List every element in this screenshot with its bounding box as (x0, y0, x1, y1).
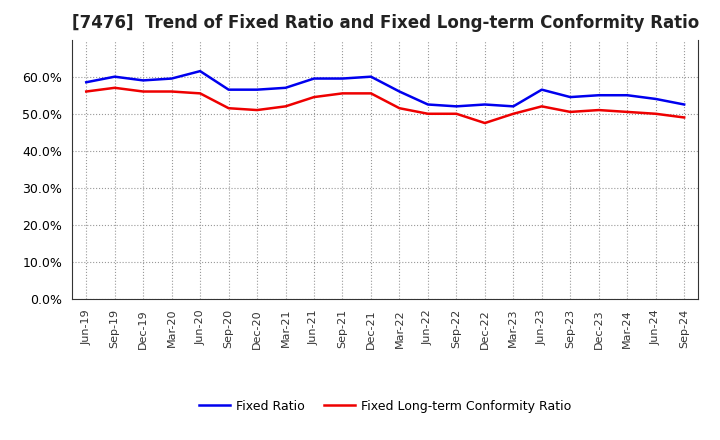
Fixed Ratio (82, 80, 91, 85)
Fixed Ratio (509, 104, 518, 109)
Fixed Long-term Conformity Ratio (395, 106, 404, 111)
Fixed Long-term Conformity Ratio (225, 106, 233, 111)
Fixed Long-term Conformity Ratio (423, 111, 432, 117)
Fixed Ratio (139, 78, 148, 83)
Fixed Long-term Conformity Ratio (110, 85, 119, 91)
Fixed Ratio (167, 76, 176, 81)
Fixed Long-term Conformity Ratio (310, 95, 318, 100)
Fixed Ratio (652, 96, 660, 102)
Fixed Long-term Conformity Ratio (480, 121, 489, 126)
Line: Fixed Ratio: Fixed Ratio (86, 71, 684, 106)
Fixed Ratio (225, 87, 233, 92)
Fixed Ratio (480, 102, 489, 107)
Fixed Ratio (395, 89, 404, 94)
Fixed Long-term Conformity Ratio (537, 104, 546, 109)
Fixed Ratio (196, 69, 204, 74)
Fixed Ratio (595, 92, 603, 98)
Fixed Long-term Conformity Ratio (338, 91, 347, 96)
Fixed Ratio (452, 104, 461, 109)
Fixed Long-term Conformity Ratio (82, 89, 91, 94)
Fixed Long-term Conformity Ratio (509, 111, 518, 117)
Fixed Ratio (680, 102, 688, 107)
Fixed Long-term Conformity Ratio (282, 104, 290, 109)
Fixed Long-term Conformity Ratio (652, 111, 660, 117)
Fixed Ratio (110, 74, 119, 79)
Fixed Long-term Conformity Ratio (566, 109, 575, 114)
Title: [7476]  Trend of Fixed Ratio and Fixed Long-term Conformity Ratio: [7476] Trend of Fixed Ratio and Fixed Lo… (71, 15, 699, 33)
Fixed Long-term Conformity Ratio (623, 109, 631, 114)
Fixed Ratio (366, 74, 375, 79)
Fixed Ratio (566, 95, 575, 100)
Fixed Long-term Conformity Ratio (452, 111, 461, 117)
Fixed Ratio (338, 76, 347, 81)
Fixed Ratio (423, 102, 432, 107)
Fixed Long-term Conformity Ratio (253, 107, 261, 113)
Fixed Long-term Conformity Ratio (595, 107, 603, 113)
Fixed Long-term Conformity Ratio (680, 115, 688, 120)
Fixed Ratio (310, 76, 318, 81)
Legend: Fixed Ratio, Fixed Long-term Conformity Ratio: Fixed Ratio, Fixed Long-term Conformity … (194, 395, 577, 418)
Fixed Long-term Conformity Ratio (167, 89, 176, 94)
Fixed Ratio (253, 87, 261, 92)
Line: Fixed Long-term Conformity Ratio: Fixed Long-term Conformity Ratio (86, 88, 684, 123)
Fixed Ratio (623, 92, 631, 98)
Fixed Ratio (282, 85, 290, 91)
Fixed Long-term Conformity Ratio (139, 89, 148, 94)
Fixed Long-term Conformity Ratio (366, 91, 375, 96)
Fixed Long-term Conformity Ratio (196, 91, 204, 96)
Fixed Ratio (537, 87, 546, 92)
